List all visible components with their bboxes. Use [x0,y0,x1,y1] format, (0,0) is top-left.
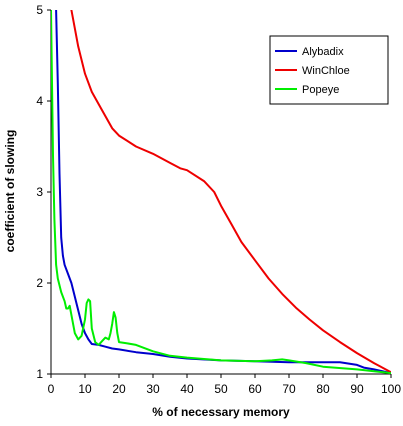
legend-label-winchloe: WinChloe [302,65,350,77]
x-tick-label: 0 [48,382,55,396]
x-tick-label: 90 [350,382,364,396]
y-axis-title: coefficient of slowing [3,130,17,253]
legend-label-alybadix: Alybadix [302,46,344,58]
y-tick-label: 1 [36,367,43,381]
y-tick-label: 3 [36,185,43,199]
y-tick-label: 5 [36,3,43,17]
x-tick-label: 10 [78,382,92,396]
y-tick-label: 4 [36,94,43,108]
series-lines [51,10,391,374]
series-line-alybadix [55,10,391,374]
x-tick-label: 50 [214,382,228,396]
x-tick-label: 40 [180,382,194,396]
x-tick-label: 70 [282,382,296,396]
legend-items: Alybadix WinChloe Popeye [275,46,350,96]
legend: Alybadix WinChloe Popeye [269,35,389,105]
x-axis-title: % of necessary memory [152,405,290,419]
ticks: 0 10 20 30 40 50 60 70 80 90 100 1 2 3 4 5 [36,3,401,396]
series-line-popeye [51,10,391,374]
x-tick-label: 80 [316,382,330,396]
legend-label-popeye: Popeye [302,84,339,96]
x-tick-label: 60 [248,382,262,396]
series-line-winchloe [70,10,391,374]
x-tick-label: 30 [146,382,160,396]
y-tick-label: 2 [36,276,43,290]
x-tick-label: 20 [112,382,126,396]
x-tick-label: 100 [381,382,401,396]
